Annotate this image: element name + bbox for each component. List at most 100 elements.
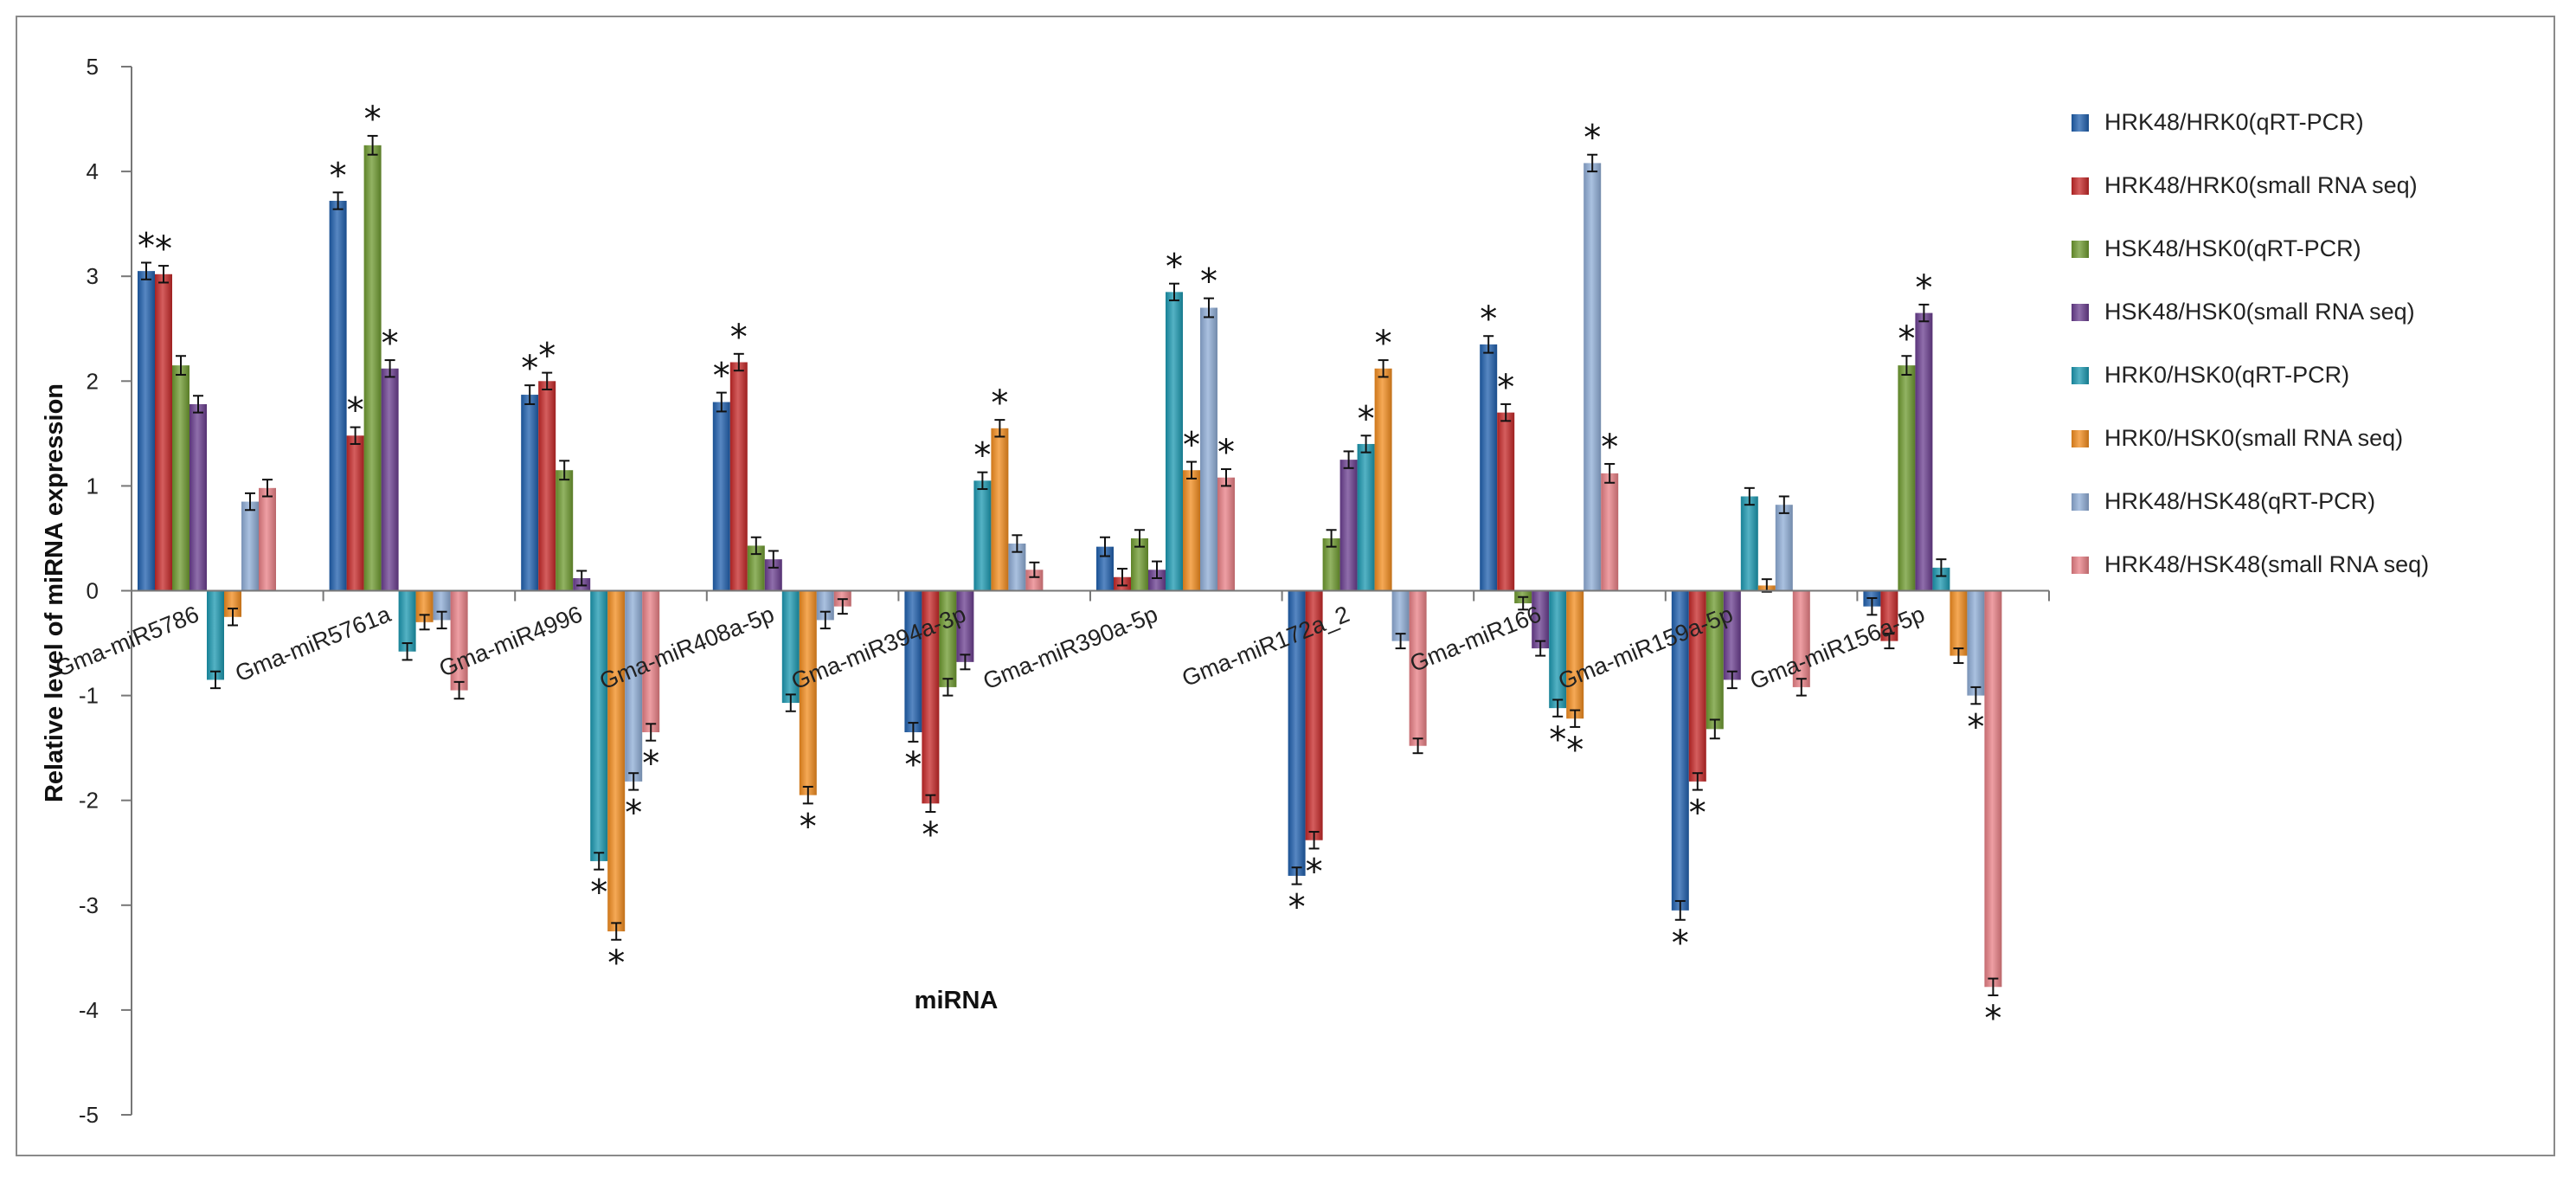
legend-label: HRK0/HSK0(qRT-PCR)	[2104, 362, 2349, 388]
y-tick-label: 1	[87, 473, 99, 499]
bar	[1532, 590, 1550, 649]
bar	[1409, 590, 1427, 746]
legend-swatch	[2072, 557, 2089, 574]
significance-star: *	[590, 873, 607, 913]
bar	[590, 590, 608, 861]
legend-label: HSK48/HSK0(small RNA seq)	[2104, 299, 2415, 325]
legend-label: HSK48/HSK0(qRT-PCR)	[2104, 235, 2361, 261]
bar	[172, 365, 190, 591]
significance-star: *	[800, 807, 817, 846]
legend-swatch	[2072, 367, 2089, 384]
bar	[1025, 570, 1044, 591]
significance-star: *	[155, 229, 172, 269]
bar	[1967, 590, 1985, 696]
bar	[712, 402, 730, 591]
bar	[1932, 567, 1950, 591]
bar	[1357, 443, 1375, 591]
bar	[816, 590, 834, 621]
legend-swatch	[2072, 177, 2089, 195]
bar	[556, 470, 574, 591]
significance-star: *	[730, 318, 748, 357]
bar	[1391, 590, 1410, 641]
bar	[433, 590, 451, 621]
significance-star: *	[1984, 999, 2001, 1039]
legend-swatch	[2072, 304, 2089, 321]
y-tick-label: -3	[79, 892, 99, 918]
bar	[799, 590, 817, 795]
bar	[1131, 538, 1148, 591]
bar	[1549, 590, 1567, 709]
bar	[538, 381, 556, 591]
significance-star: *	[625, 794, 642, 834]
bar	[1723, 590, 1741, 680]
significance-star: *	[922, 815, 939, 855]
y-tick-label: 0	[87, 578, 99, 604]
significance-star: *	[1967, 707, 1984, 747]
legend-swatch	[2072, 493, 2089, 511]
bar	[1288, 590, 1306, 876]
legend-label: HRK48/HSK48(qRT-PCR)	[2104, 488, 2375, 514]
bar	[625, 590, 643, 782]
bar	[1775, 505, 1793, 591]
bar	[138, 271, 155, 591]
significance-star: *	[973, 436, 991, 476]
significance-star: *	[1584, 119, 1601, 158]
chart-frame	[16, 16, 2555, 1156]
bar	[346, 435, 364, 591]
significance-star: *	[330, 156, 347, 196]
significance-star: *	[347, 391, 364, 431]
significance-star: *	[1166, 248, 1183, 287]
bar	[1984, 590, 2002, 988]
bar	[155, 274, 172, 591]
bar	[1480, 344, 1498, 591]
bar	[781, 590, 800, 704]
significance-star: *	[521, 349, 538, 389]
bar	[241, 501, 259, 591]
bar	[1200, 307, 1217, 591]
significance-star: *	[1689, 794, 1706, 834]
significance-star: *	[538, 337, 556, 377]
bar	[521, 395, 539, 591]
bar	[1322, 538, 1340, 591]
bars-layer	[138, 134, 2002, 996]
category-label: Gma-miR390a-5p	[980, 601, 1161, 694]
y-tick-label: 2	[87, 368, 99, 394]
y-tick-label: -5	[79, 1102, 99, 1128]
bar	[207, 590, 224, 680]
significance-star: *	[991, 383, 1008, 423]
bar	[991, 428, 1009, 591]
significance-star: *	[1183, 426, 1200, 466]
significance-star: *	[1375, 324, 1392, 364]
y-tick-label: 3	[87, 263, 99, 289]
bar	[1497, 412, 1515, 591]
bar	[1008, 544, 1026, 591]
y-tick-label: -1	[79, 683, 99, 709]
axes-layer: 5 4 3 2 1 0 -1 -2 -3 -4 -5	[79, 54, 2050, 1128]
bar	[363, 145, 382, 591]
bar	[1217, 477, 1235, 591]
bar	[747, 545, 765, 591]
bar	[922, 590, 940, 804]
bar	[1671, 590, 1689, 911]
category-label: Gma-miR5786	[52, 601, 202, 682]
bar	[224, 590, 241, 617]
bar	[939, 590, 957, 687]
significance-star: *	[1288, 888, 1306, 928]
bar	[1688, 590, 1706, 782]
significance-star: *	[1915, 268, 1932, 308]
bar	[1950, 590, 1968, 656]
significance-star: *	[1566, 731, 1584, 770]
bar	[1183, 470, 1200, 591]
significance-star: *	[138, 226, 155, 266]
y-tick-label: 5	[87, 54, 99, 80]
legend-label: HRK48/HSK48(small RNA seq)	[2104, 551, 2429, 577]
legend: HRK48/HRK0(qRT-PCR) HRK48/HRK0(small RNA …	[2072, 109, 2429, 577]
significance-star: *	[382, 324, 399, 364]
bar	[1898, 365, 1916, 591]
bar	[1584, 163, 1602, 591]
x-axis-title: miRNA	[915, 987, 999, 1014]
significance-star: *	[1497, 368, 1514, 408]
bar	[450, 590, 468, 691]
bar	[956, 590, 974, 662]
